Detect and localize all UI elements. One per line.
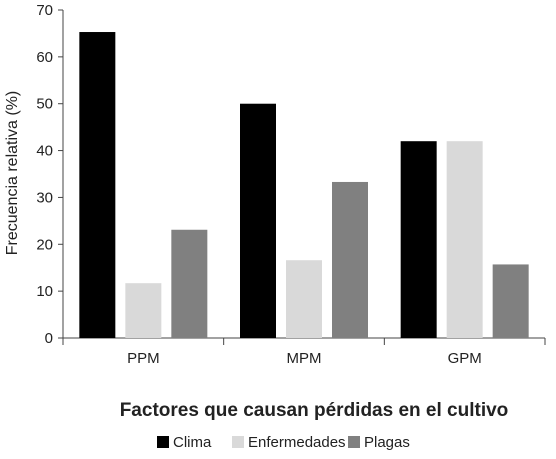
bar-plagas-gpm [492,264,529,338]
y-tick-label: 10 [36,283,53,300]
bar-plagas-ppm [171,229,208,338]
x-tick-label: GPM [448,350,482,367]
y-axis-title: Frecuencia relativa (%) [4,91,21,256]
legend: Clima Enfermedades Plagas [157,434,410,451]
legend-swatch-plagas [348,436,360,448]
legend-label-clima: Clima [173,434,212,451]
bar-clima-mpm [240,103,276,338]
legend-label-enfermedades: Enfermedades [248,434,346,451]
y-tick-label: 50 [36,96,53,113]
legend-label-plagas: Plagas [364,434,410,451]
y-tick-label: 30 [36,189,53,206]
plot-area: 0 10 20 30 40 50 60 70 PPM MPM GPM [36,2,546,367]
y-tick-label: 40 [36,143,53,160]
y-tick-label: 70 [36,2,53,19]
legend-swatch-enfermedades [232,436,244,448]
bar-enfermedades-gpm [446,141,483,338]
bar-clima-ppm [79,32,116,338]
y-tick-label: 20 [36,236,53,253]
x-tick-label: MPM [287,350,322,367]
bar-enfermedades-mpm [286,260,322,338]
y-tick-label: 0 [45,330,53,347]
x-tick-label: PPM [127,350,160,367]
bar-clima-gpm [400,141,437,338]
bar-plagas-mpm [332,181,368,338]
bar-enfermedades-ppm [125,283,162,338]
y-tick-label: 60 [36,49,53,66]
legend-swatch-clima [157,436,169,448]
x-axis-title: Factores que causan pérdidas en el culti… [120,400,509,421]
